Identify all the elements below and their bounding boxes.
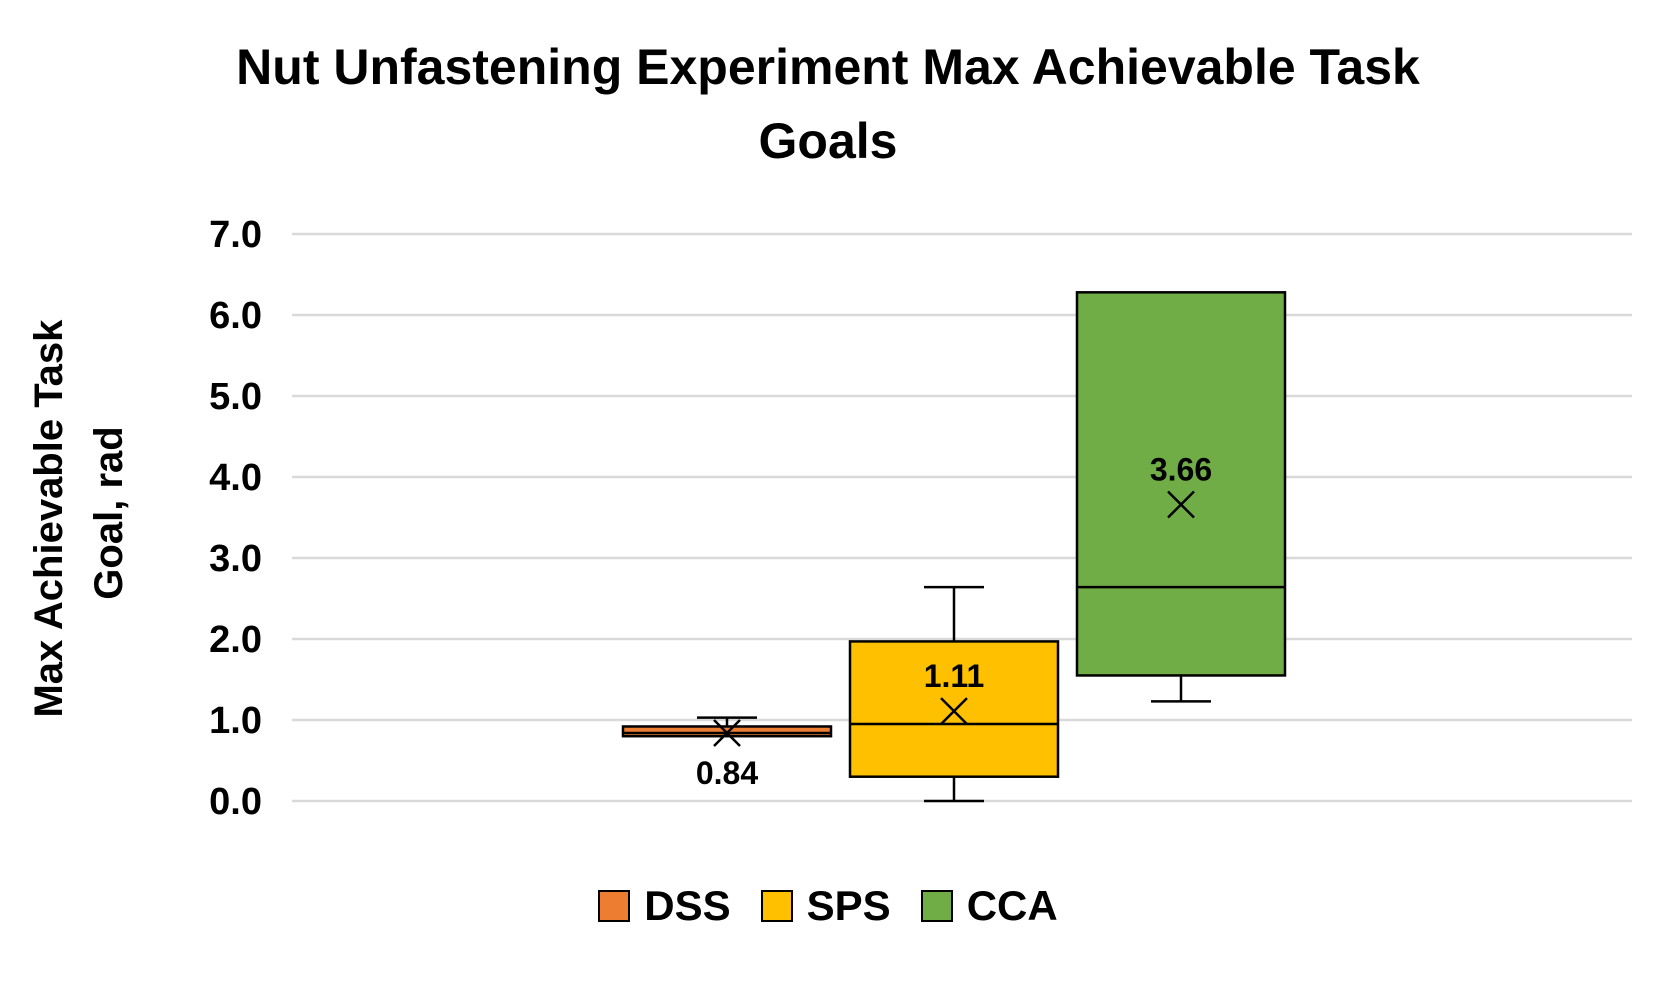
y-tick-label: 3.0 [209,538,262,580]
legend-item-dss: DSS [598,882,731,930]
mean-marker-stroke [940,697,968,725]
legend-label: SPS [806,882,891,929]
legend-item-cca: CCA [920,882,1058,930]
y-tick-label: 5.0 [209,376,262,418]
legend-swatch [760,890,793,922]
box-dss: 0.84 [621,716,833,791]
box-sps: 1.11 [848,585,1060,803]
chart-title: Nut Unfastening Experiment Max Achievabl… [0,30,1656,178]
y-axis-label-line-1: Max Achievable Task [27,319,71,718]
mean-data-label: 3.66 [1150,452,1212,488]
legend-swatch [598,890,631,922]
y-tick-label: 2.0 [209,619,262,661]
legend-label: CCA [966,882,1058,929]
legend: DSS SPS CCA [0,882,1656,930]
mean-marker-stroke [1167,490,1195,519]
y-tick-label: 4.0 [209,457,262,499]
chart-title-line-1: Nut Unfastening Experiment Max Achievabl… [236,39,1420,95]
y-axis-label-line-2: Goal, rad [87,426,131,599]
y-tick-label: 7.0 [209,214,262,256]
chart-title-line-2: Goals [758,113,898,169]
y-tick-label: 0.0 [209,781,262,823]
box-iqr [848,640,1060,778]
mean-marker-stroke [713,719,741,747]
mean-data-label: 0.84 [696,755,758,791]
box-cca: 3.66 [1075,291,1287,703]
mean-data-label: 1.11 [924,658,985,694]
y-tick-label: 1.0 [209,700,262,742]
y-axis-label: Max Achievable Task Goal, rad [27,308,131,717]
legend-item-sps: SPS [760,882,891,930]
y-axis-ticks: 0.0 1.0 2.0 3.0 4.0 5.0 6.0 7.0 [209,214,262,823]
box-series: 0.84 1.11 3.66 [621,291,1287,803]
legend-label: DSS [644,882,731,929]
gridlines [292,232,1632,803]
box-iqr [1075,291,1287,677]
y-tick-label: 6.0 [209,295,262,337]
legend-swatch [920,890,953,922]
